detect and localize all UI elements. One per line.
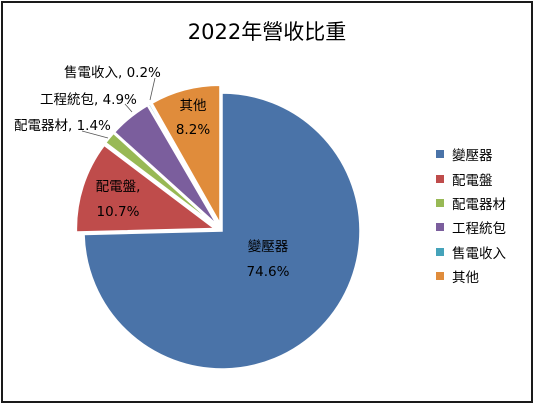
pie-slice-4 xyxy=(113,104,218,226)
legend-swatch xyxy=(436,150,444,159)
leader-line-3 xyxy=(81,130,109,139)
legend-label: 配電器材 xyxy=(452,196,506,213)
legend-item-2: 配電盤 xyxy=(436,166,506,190)
legend-item-6: 其他 xyxy=(436,264,506,288)
slice-label-5: 售電收入, 0.2% xyxy=(64,65,161,81)
legend-label: 工程統包 xyxy=(452,221,506,238)
chart-title: 2022年營收比重 xyxy=(187,20,347,44)
slice-label-name-1: 變壓器 xyxy=(248,239,289,255)
legend-swatch xyxy=(436,247,444,256)
legend-label: 售電收入 xyxy=(452,245,506,262)
chart-legend: 變壓器配電盤配電器材工程統包售電收入其他 xyxy=(436,142,506,288)
leader-line-5 xyxy=(149,77,156,101)
pie-slice-1 xyxy=(83,92,361,370)
pie-slice-6 xyxy=(150,84,221,227)
legend-label: 配電盤 xyxy=(452,172,493,189)
slice-label-name-6: 其他 xyxy=(180,98,207,114)
legend-swatch xyxy=(436,198,444,207)
legend-item-1: 變壓器 xyxy=(436,142,506,166)
pie-slice-2 xyxy=(75,144,217,233)
legend-swatch xyxy=(436,174,444,183)
pie-slice-5 xyxy=(147,102,219,225)
slice-label-value-6: 8.2% xyxy=(176,122,210,138)
legend-item-3: 配電器材 xyxy=(436,191,506,215)
legend-item-4: 工程統包 xyxy=(436,215,506,239)
slice-label-3: 配電器材, 1.4% xyxy=(14,118,111,134)
pie-slice-3 xyxy=(104,132,217,227)
slice-label-name-2: 配電盤, xyxy=(96,179,141,195)
legend-label: 其他 xyxy=(452,270,479,287)
legend-item-5: 售電收入 xyxy=(436,240,506,264)
slice-label-value-1: 74.6% xyxy=(247,264,290,280)
slice-label-value-2: 10.7% xyxy=(97,204,140,220)
slice-label-4: 工程統包, 4.9% xyxy=(40,92,137,108)
leader-line-4 xyxy=(124,103,133,113)
legend-swatch xyxy=(436,272,444,281)
legend-label: 變壓器 xyxy=(452,148,493,165)
legend-swatch xyxy=(436,223,444,232)
